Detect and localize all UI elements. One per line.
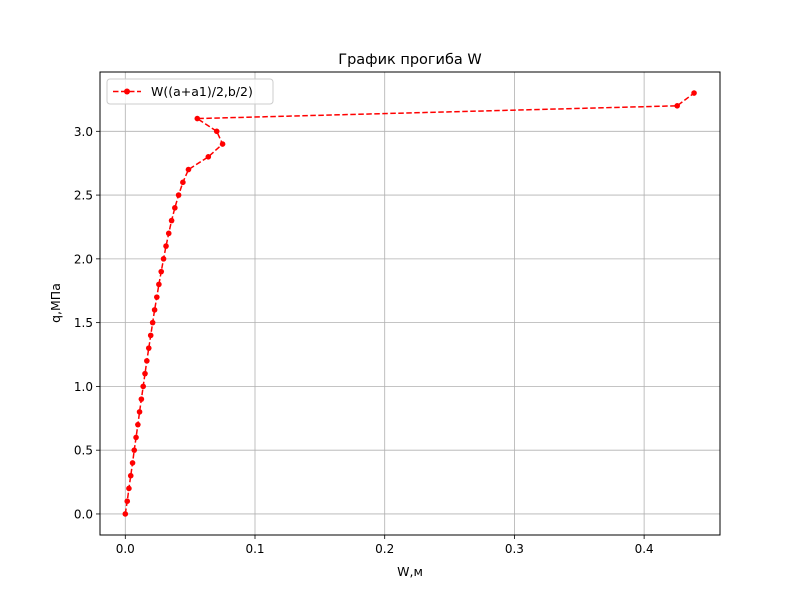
data-point	[154, 294, 160, 300]
data-point	[127, 472, 134, 479]
data-point	[151, 307, 158, 313]
data-point	[124, 498, 131, 504]
data-point	[163, 243, 169, 249]
data-point	[133, 434, 139, 441]
data-point	[172, 205, 178, 211]
chart-title: График прогиба W	[338, 52, 482, 68]
series-layer	[122, 90, 697, 517]
data-point	[219, 141, 226, 147]
y-axis-ticks: 0.0 0.5 1.0 1.5 2.0 2.5 3.0	[74, 125, 100, 521]
data-point	[158, 268, 165, 275]
y-tick-label: 0.0	[74, 507, 93, 521]
x-tick-label: 0.0	[116, 542, 135, 556]
data-point	[138, 396, 145, 402]
data-point	[140, 383, 146, 390]
data-point	[122, 511, 129, 517]
x-tick-label: 0.3	[505, 542, 524, 556]
data-point	[165, 230, 172, 237]
data-point	[149, 319, 156, 326]
data-point	[691, 90, 697, 96]
data-point	[175, 192, 182, 198]
y-axis-label: q,МПа	[48, 283, 63, 323]
y-tick-label: 1.0	[74, 380, 93, 394]
y-tick-label: 1.5	[74, 316, 93, 330]
data-point	[145, 345, 152, 351]
data-point	[147, 332, 154, 339]
data-point	[168, 217, 175, 224]
x-axis-label: W,м	[397, 564, 423, 579]
data-point	[160, 256, 167, 262]
data-point	[674, 103, 680, 109]
series-line	[124, 92, 695, 515]
legend: W((a+a1)/2,b/2)	[106, 78, 274, 105]
x-tick-label: 0.2	[375, 542, 394, 556]
data-point	[129, 460, 136, 466]
data-point	[144, 358, 150, 364]
grid	[100, 72, 720, 535]
y-tick-label: 3.0	[74, 125, 93, 139]
y-tick-label: 2.0	[74, 252, 93, 266]
data-point	[180, 179, 186, 186]
x-tick-label: 0.4	[635, 542, 654, 556]
data-point	[142, 370, 148, 377]
plot-area	[100, 72, 720, 535]
y-tick-label: 0.5	[74, 444, 93, 458]
data-point	[126, 485, 132, 492]
x-axis-ticks: 0.0 0.1 0.2 0.3 0.4	[116, 535, 654, 556]
legend-entry-label: W((a+a1)/2,b/2)	[151, 84, 253, 99]
data-point	[136, 409, 143, 415]
data-point	[135, 421, 141, 428]
axes-frame	[99, 71, 721, 536]
legend-box	[106, 78, 274, 105]
x-tick-label: 0.1	[245, 542, 264, 556]
data-point	[194, 115, 201, 122]
legend-marker-sample	[124, 88, 130, 95]
data-point	[205, 154, 212, 160]
data-point	[213, 128, 220, 135]
y-tick-label: 2.5	[74, 189, 93, 203]
data-point	[185, 166, 192, 173]
data-point	[131, 447, 138, 453]
data-point	[156, 281, 162, 288]
